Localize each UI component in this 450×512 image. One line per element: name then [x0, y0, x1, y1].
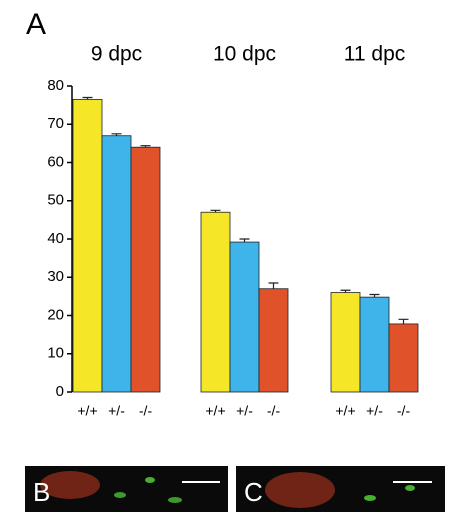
- x-tick-label: -/-: [267, 403, 281, 419]
- y-tick-label: 30: [47, 268, 64, 285]
- panel-label: B: [33, 477, 50, 507]
- y-tick-label: 80: [47, 77, 64, 94]
- x-tick-label: -/-: [139, 403, 153, 419]
- image-b: B: [25, 466, 228, 512]
- y-tick-label: 0: [56, 383, 64, 400]
- x-tick-label: +/+: [77, 403, 97, 419]
- bar: [101, 135, 132, 393]
- error-bar: [82, 96, 93, 100]
- error-bar: [340, 289, 351, 293]
- bar: [200, 211, 231, 393]
- x-tick-label: -/-: [397, 403, 411, 419]
- signal: [145, 477, 155, 483]
- y-tick-label: 50: [47, 192, 64, 209]
- x-tick-label: +/+: [335, 403, 355, 419]
- bar: [330, 292, 361, 393]
- x-tick-label: +/-: [108, 403, 125, 419]
- signal: [40, 471, 100, 499]
- error-bar: [140, 145, 151, 148]
- signal: [168, 497, 182, 503]
- error-bar: [268, 282, 279, 289]
- signal: [265, 472, 335, 508]
- error-bar: [111, 133, 122, 136]
- y-tick-label: 60: [47, 153, 64, 170]
- bar: [388, 323, 419, 393]
- signal: [364, 495, 376, 501]
- bar: [258, 288, 289, 393]
- x-tick-label: +/-: [366, 403, 383, 419]
- group-label: 11 dpc: [344, 43, 406, 66]
- error-bar: [239, 238, 250, 243]
- y-tick-label: 40: [47, 230, 64, 247]
- panel-label: A: [26, 8, 46, 41]
- signal: [405, 485, 415, 491]
- image-c: C: [236, 466, 445, 512]
- x-tick-label: +/+: [205, 403, 225, 419]
- y-tick-label: 70: [47, 115, 64, 132]
- y-tick-label: 20: [47, 306, 64, 323]
- bar: [359, 296, 390, 393]
- bar: [229, 241, 260, 393]
- x-tick-label: +/-: [236, 403, 253, 419]
- error-bar: [398, 318, 409, 324]
- group-label: 10 dpc: [213, 43, 276, 66]
- panel-label: C: [244, 477, 263, 507]
- error-bar: [369, 293, 380, 298]
- error-bar: [210, 209, 221, 213]
- group-label: 9 dpc: [91, 43, 142, 66]
- y-tick-label: 10: [47, 345, 64, 362]
- signal: [114, 492, 126, 498]
- bar: [72, 98, 103, 393]
- bar: [130, 146, 161, 393]
